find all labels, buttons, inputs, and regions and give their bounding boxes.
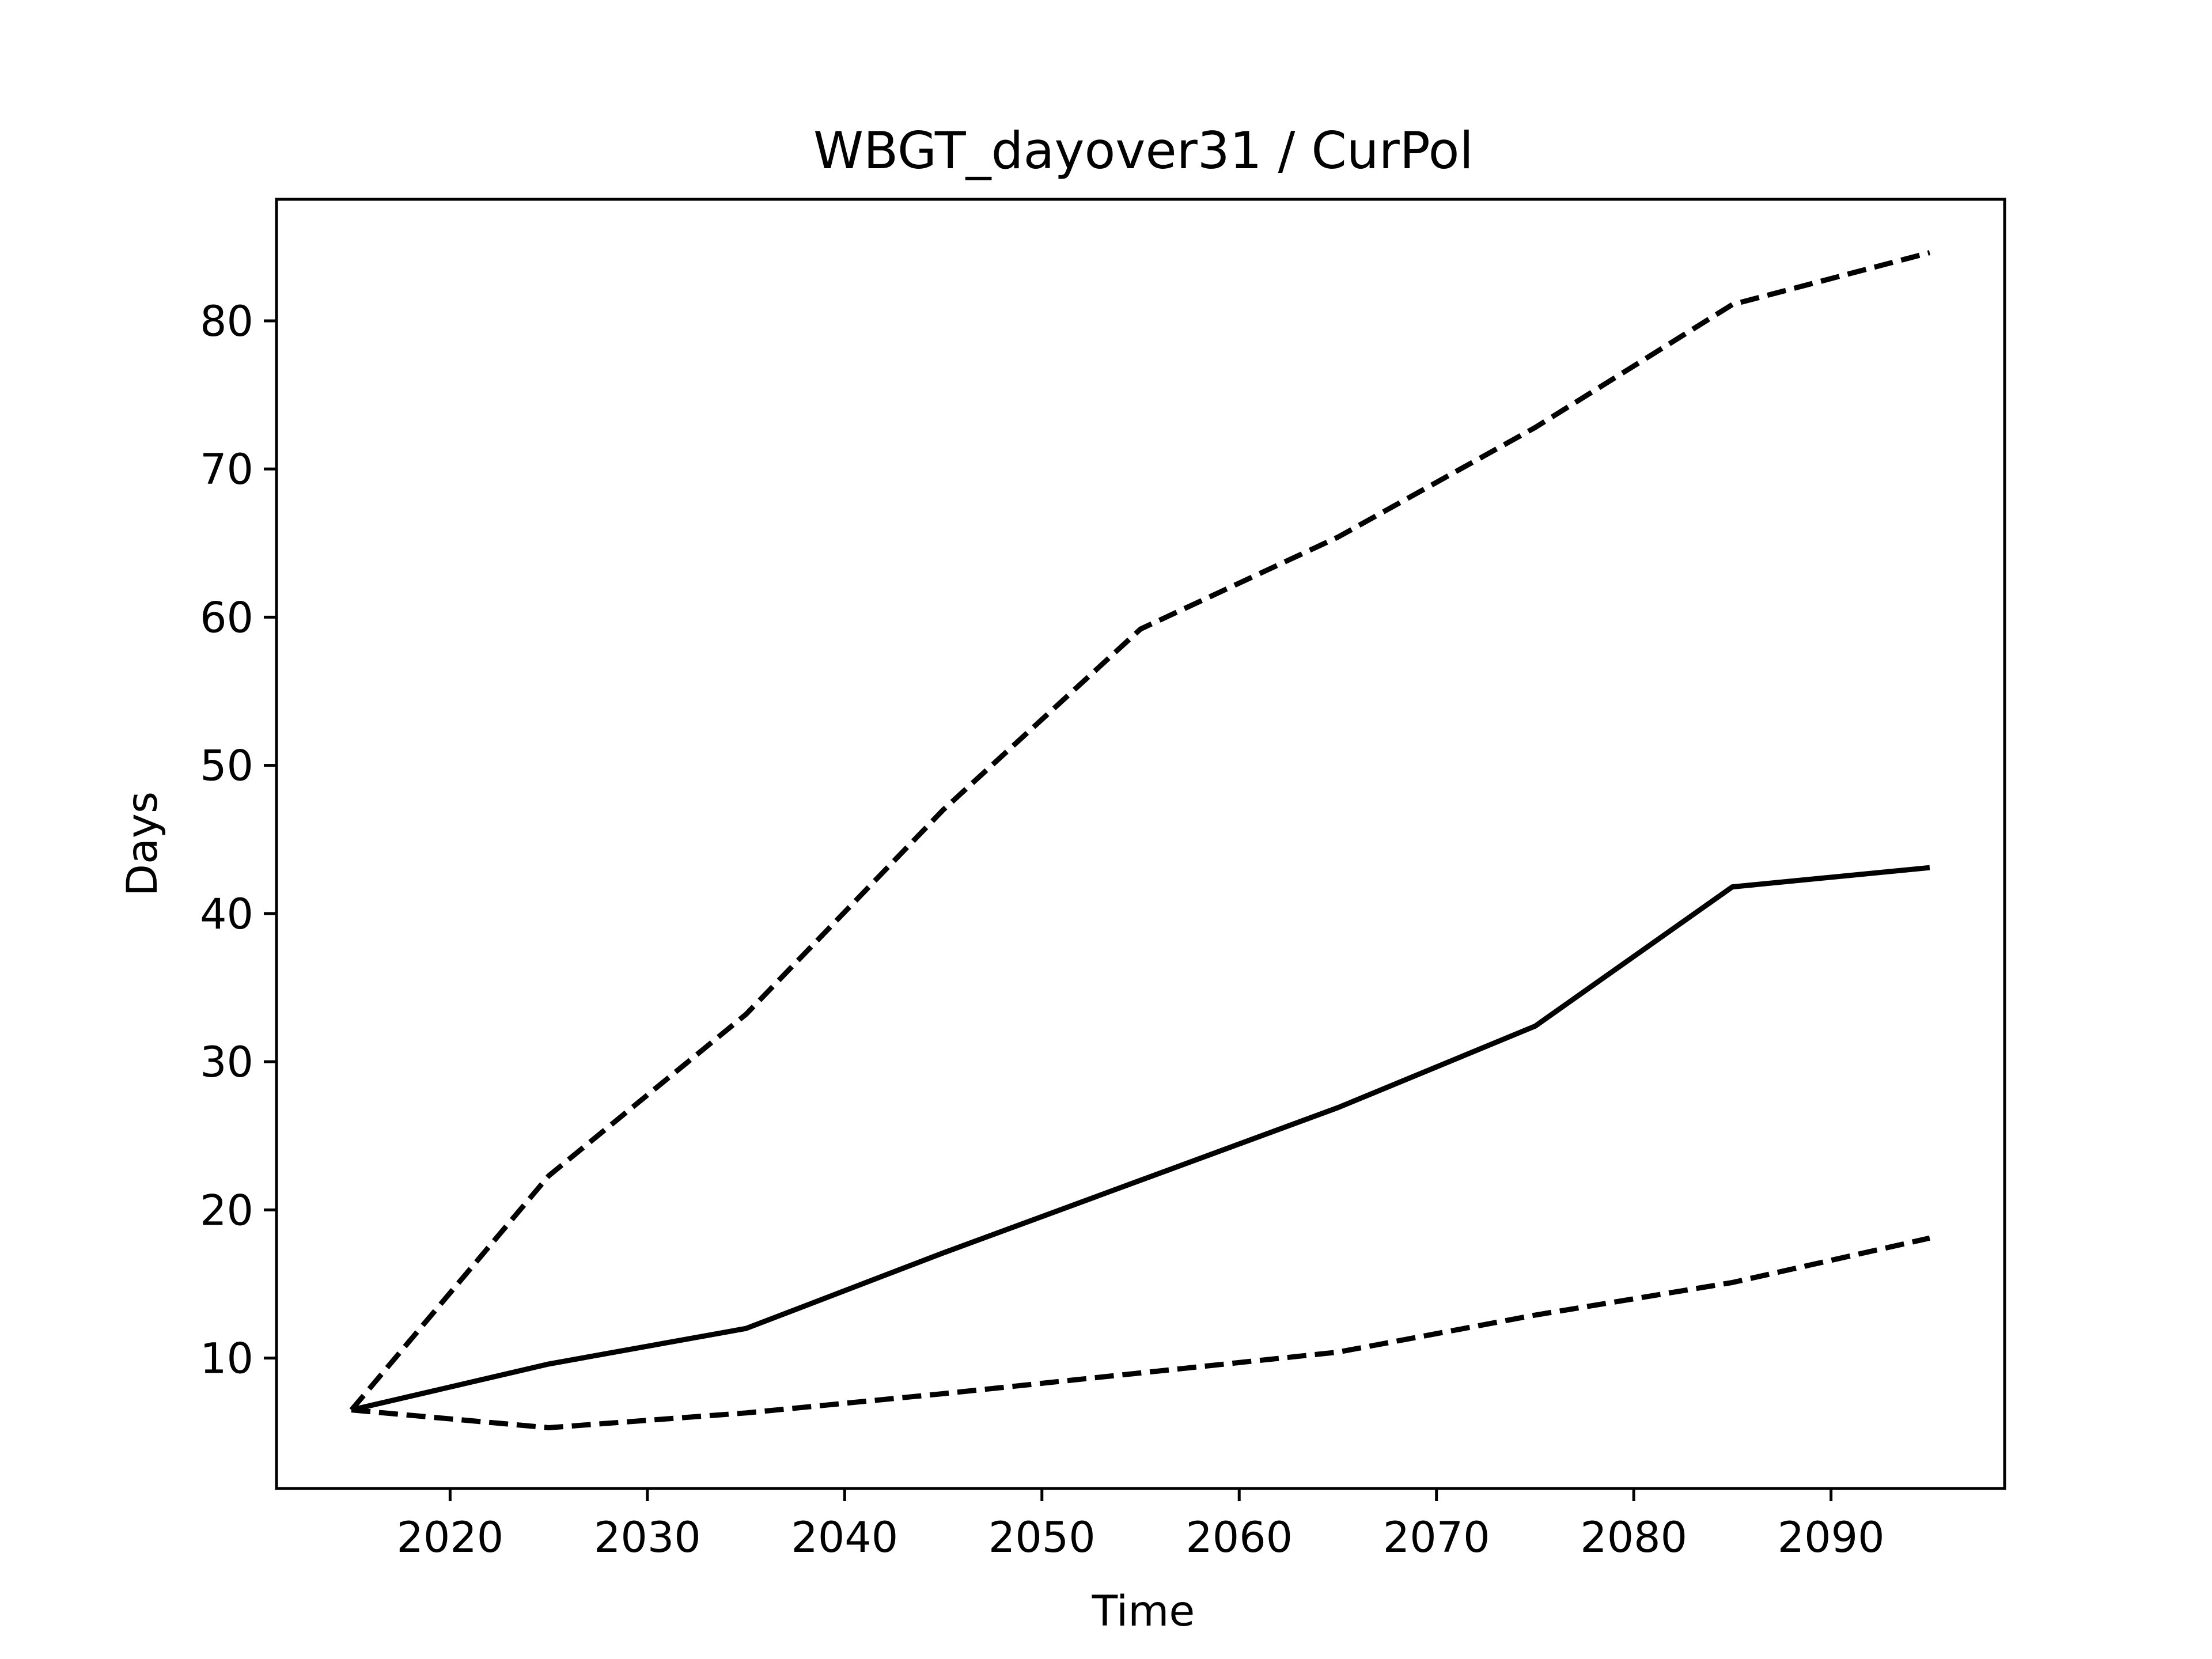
x-tick-label: 2070 <box>1383 1513 1490 1562</box>
y-tick-label: 70 <box>200 445 253 494</box>
y-tick-label: 80 <box>200 297 253 346</box>
y-tick-label: 20 <box>200 1186 253 1235</box>
series-line-2 <box>351 865 1930 1413</box>
y-tick-label: 30 <box>200 1038 253 1087</box>
x-tick-label: 2050 <box>988 1513 1096 1562</box>
x-tick-label: 2030 <box>594 1513 701 1562</box>
x-tick-label: 2080 <box>1580 1513 1687 1562</box>
x-tick-label: 2090 <box>1778 1513 1885 1562</box>
x-axis-title: Time <box>1092 1587 1195 1636</box>
series-line-1 <box>349 250 1931 1412</box>
y-tick-label: 60 <box>200 593 253 642</box>
y-axis-title: Days <box>118 791 167 896</box>
y-tick-label: 40 <box>200 890 253 939</box>
x-tick-label: 2040 <box>791 1513 898 1562</box>
series-layer <box>349 250 1931 1430</box>
x-axis: 2020 2030 2040 2050 2060 2070 2080 2090 <box>396 1488 1885 1562</box>
y-tick-label: 50 <box>200 742 253 791</box>
series-line-3 <box>351 1235 1930 1430</box>
y-tick-label: 10 <box>200 1335 253 1384</box>
x-tick-label: 2020 <box>396 1513 503 1562</box>
y-axis: 10 20 30 40 50 60 70 80 <box>200 297 276 1384</box>
chart-title: WBGT_dayover31 / CurPol <box>813 121 1474 180</box>
x-tick-label: 2060 <box>1185 1513 1293 1562</box>
plot-frame <box>275 198 2006 1490</box>
